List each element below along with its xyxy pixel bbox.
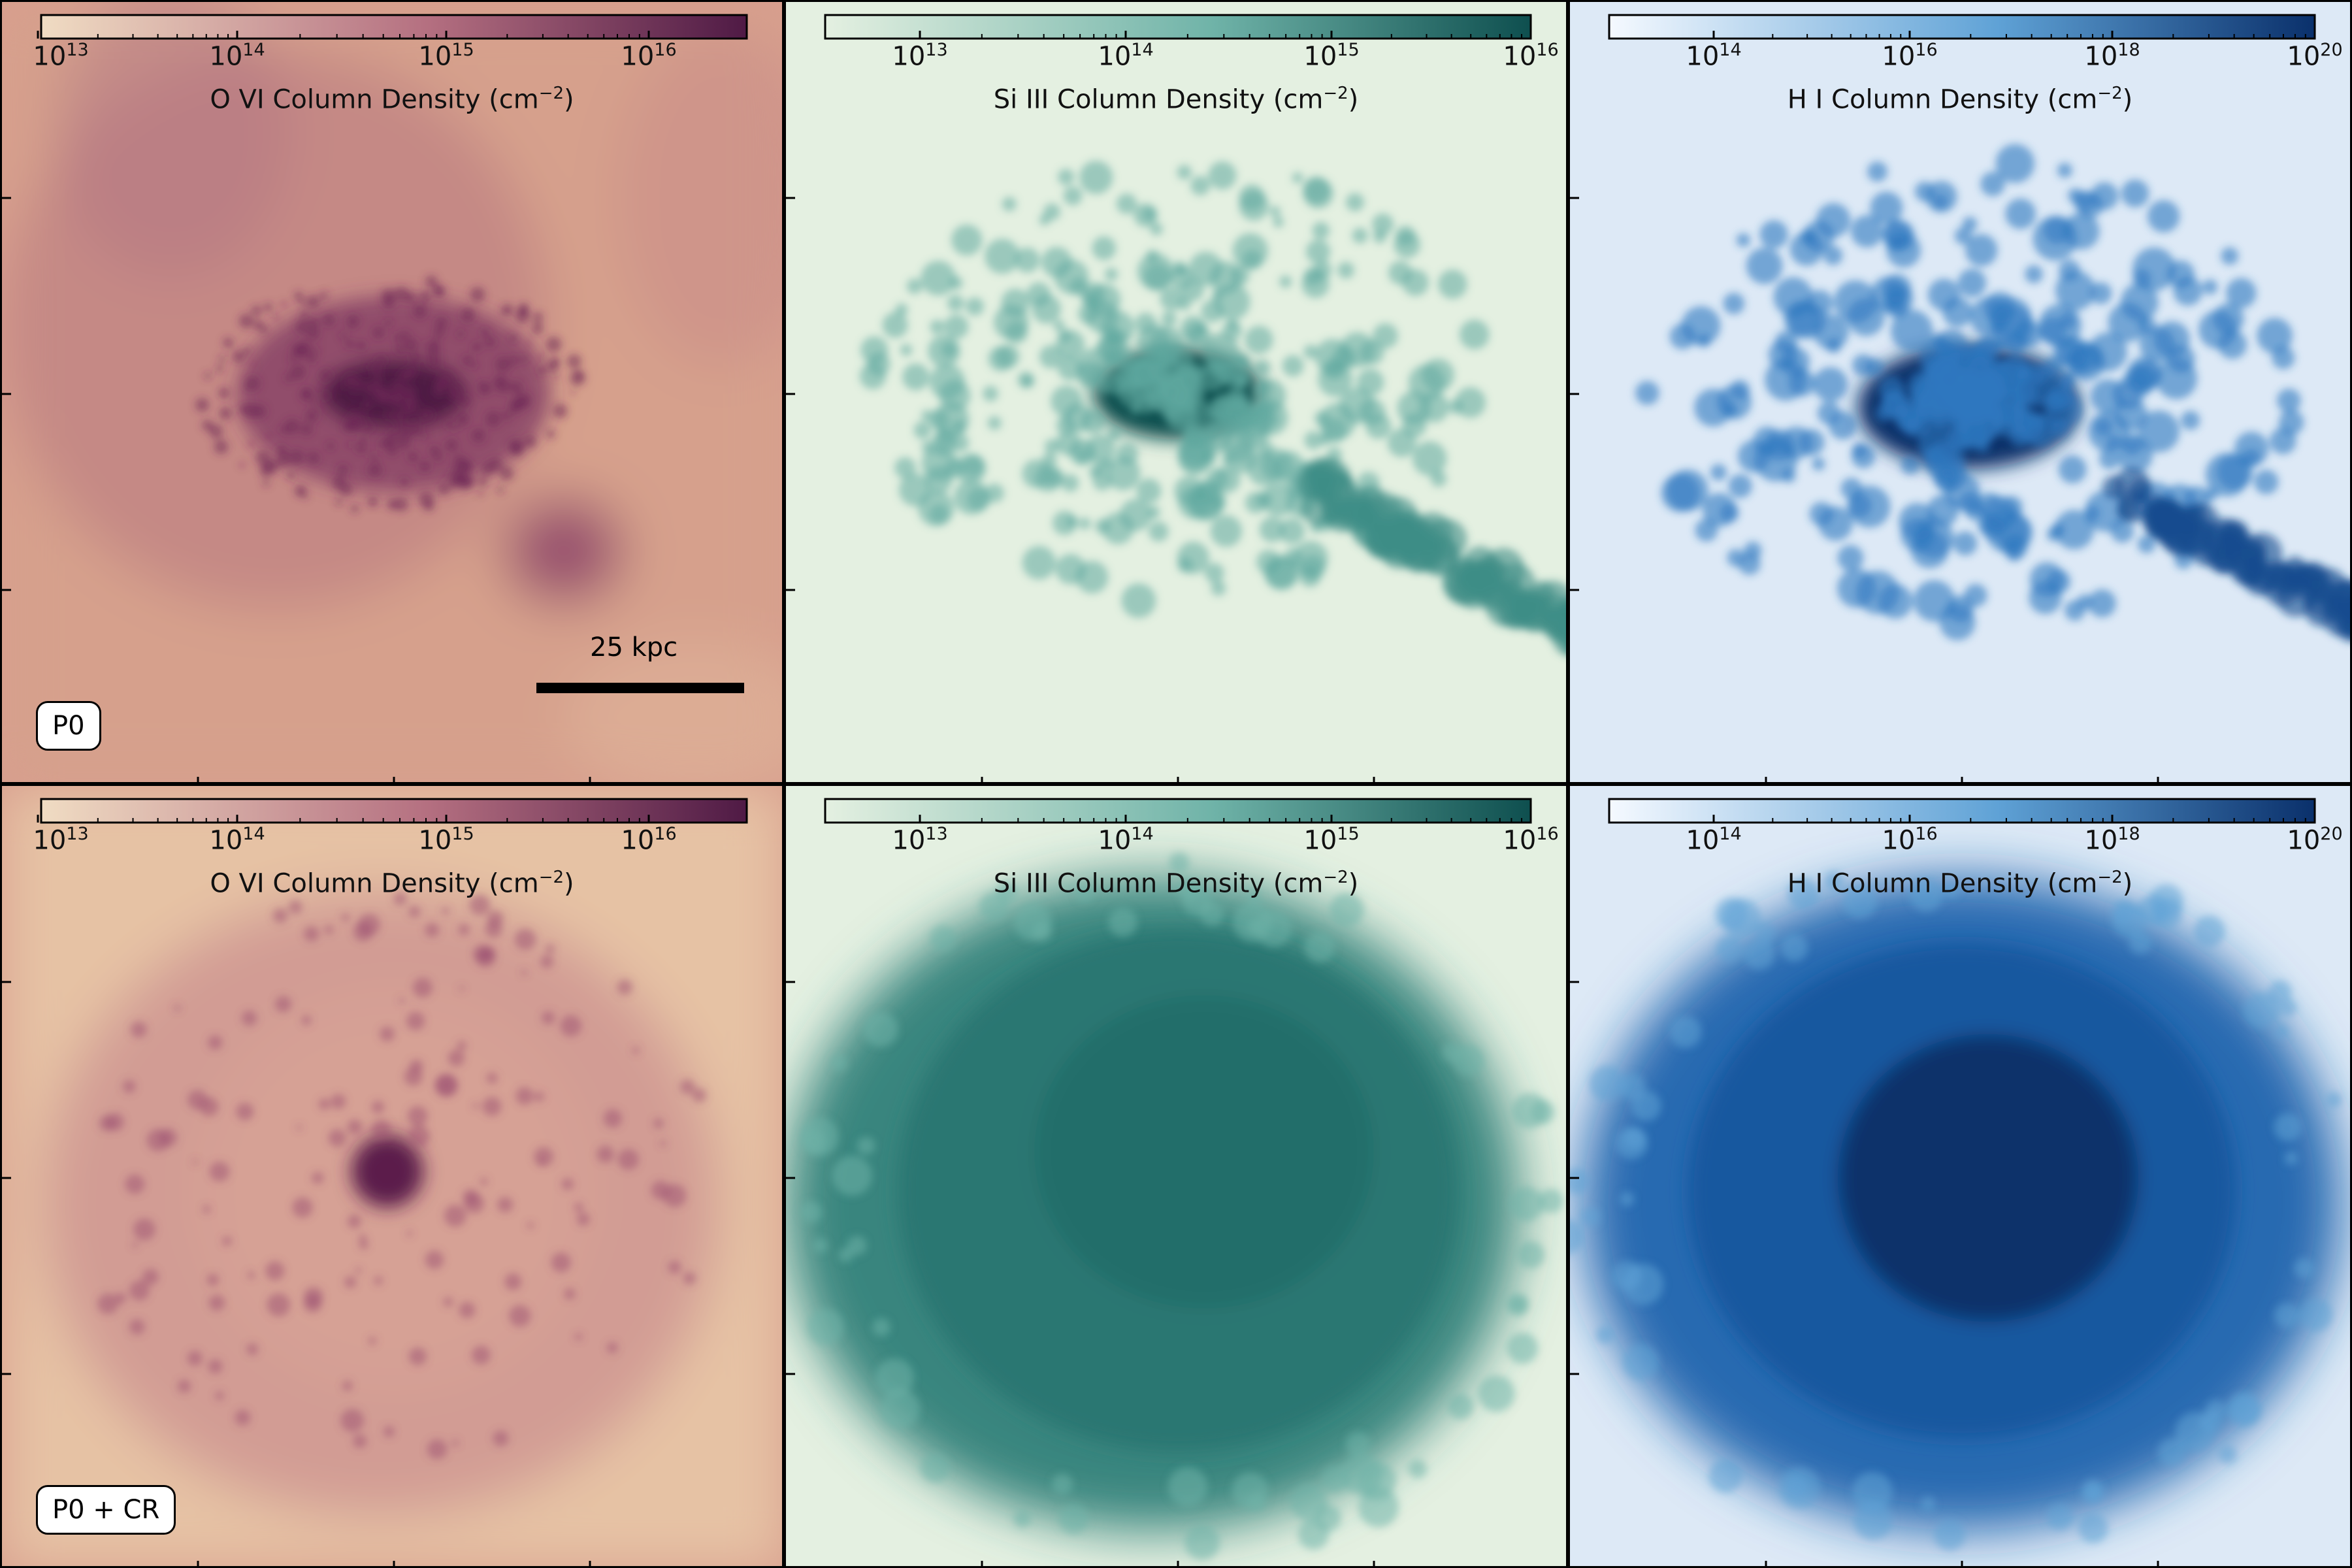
axis-frame-ticks bbox=[786, 197, 1375, 782]
panel-ovi-row0: 1013 1014 1015 1016 O VI Column Density (cm−… bbox=[0, 0, 784, 784]
colorbar bbox=[37, 798, 748, 824]
colorbar-tick-label: 1014 bbox=[1686, 40, 1742, 72]
panel-siiii-row1: 1013 1014 1015 1016 Si III Column Density (c… bbox=[784, 784, 1568, 1568]
colorbar-tick-label: 1016 bbox=[621, 824, 677, 856]
panel-ovi-row1: 1013 1014 1015 1016 O VI Column Density (cm−… bbox=[0, 784, 784, 1568]
colorbar bbox=[1608, 14, 2316, 40]
colorbar-tick-label: 1014 bbox=[1098, 824, 1154, 856]
clumps bbox=[859, 161, 1566, 656]
clumps bbox=[1570, 871, 2342, 1551]
axis-frame-ticks bbox=[1570, 981, 2159, 1566]
run-label: P0 bbox=[36, 701, 101, 751]
colorbar-title: O VI Column Density (cm−2) bbox=[210, 868, 574, 899]
colorbar bbox=[824, 14, 1532, 40]
colorbar-title: H I Column Density (cm−2) bbox=[1787, 84, 2133, 115]
column-density-map bbox=[786, 2, 1566, 782]
column-density-map bbox=[786, 786, 1566, 1566]
colorbar bbox=[824, 798, 1532, 824]
colorbar-tick-label: 1015 bbox=[418, 40, 474, 72]
colorbar-tick-label: 1016 bbox=[1503, 40, 1559, 72]
colorbar-tick-label: 1016 bbox=[1882, 40, 1938, 72]
clumps bbox=[195, 275, 585, 513]
colorbar-tick-label: 1015 bbox=[1303, 824, 1360, 856]
colorbar-tick-label: 1013 bbox=[892, 40, 948, 72]
axis-frame-ticks bbox=[2, 981, 591, 1566]
colorbar-gradient bbox=[1608, 14, 2316, 40]
colorbar-tick-label: 1014 bbox=[209, 40, 265, 72]
colorbar-tick-label: 1014 bbox=[1686, 824, 1742, 856]
colorbar bbox=[37, 14, 748, 40]
colorbar-tick-label: 1015 bbox=[418, 824, 474, 856]
colorbar-tick-label: 1016 bbox=[1503, 824, 1559, 856]
clumps bbox=[97, 892, 707, 1460]
colorbar bbox=[1608, 798, 2316, 824]
core-emission bbox=[1688, 943, 2236, 1439]
column-density-map bbox=[2, 2, 782, 782]
colorbar-tick-label: 1014 bbox=[1098, 40, 1154, 72]
colorbar-tick-label: 1020 bbox=[2287, 824, 2343, 856]
scale-bar bbox=[536, 683, 744, 693]
colorbar-tick-label: 1015 bbox=[1303, 40, 1360, 72]
column-density-map bbox=[2, 786, 782, 1566]
colorbar-tick-label: 1014 bbox=[209, 824, 265, 856]
colorbar-tick-label: 1016 bbox=[621, 40, 677, 72]
axis-frame-ticks bbox=[1570, 197, 2159, 782]
colorbar-tick-label: 1018 bbox=[2084, 824, 2140, 856]
core-emission bbox=[351, 1135, 423, 1207]
colorbar-title: O VI Column Density (cm−2) bbox=[210, 84, 574, 115]
panel-hi-row1: 1014 1016 1018 1020 H I Column Density (cm−2… bbox=[1568, 784, 2352, 1568]
panel-siiii-row0: 1013 1014 1015 1016 Si III Column Density (c… bbox=[784, 0, 1568, 784]
axis-frame-ticks bbox=[2, 197, 591, 782]
colorbar-tick-label: 1013 bbox=[892, 824, 948, 856]
core-emission bbox=[897, 930, 1459, 1452]
clumps bbox=[800, 852, 1563, 1560]
colorbar-title: Si III Column Density (cm−2) bbox=[993, 868, 1359, 899]
column-density-map bbox=[1570, 786, 2350, 1566]
scale-bar-label: 25 kpc bbox=[590, 632, 678, 662]
colorbar-tick-label: 1020 bbox=[2287, 40, 2343, 72]
panel-hi-row0: 1014 1016 1018 1020 H I Column Density (cm−2… bbox=[1568, 0, 2352, 784]
colorbar-tick-label: 1018 bbox=[2084, 40, 2140, 72]
colorbar-gradient bbox=[1608, 798, 2316, 824]
column-density-map bbox=[1570, 2, 2350, 782]
run-label: P0 + CR bbox=[36, 1485, 176, 1535]
colorbar-tick-label: 1016 bbox=[1882, 824, 1938, 856]
colorbar-tick-label: 1013 bbox=[33, 824, 89, 856]
colorbar-gradient bbox=[824, 14, 1532, 40]
axis-frame-ticks bbox=[786, 981, 1375, 1566]
colorbar-title: Si III Column Density (cm−2) bbox=[993, 84, 1359, 115]
clumps bbox=[1635, 144, 2350, 642]
colorbar-gradient bbox=[824, 798, 1532, 824]
colorbar-tick-label: 1013 bbox=[33, 40, 89, 72]
colorbar-title: H I Column Density (cm−2) bbox=[1787, 868, 2133, 899]
